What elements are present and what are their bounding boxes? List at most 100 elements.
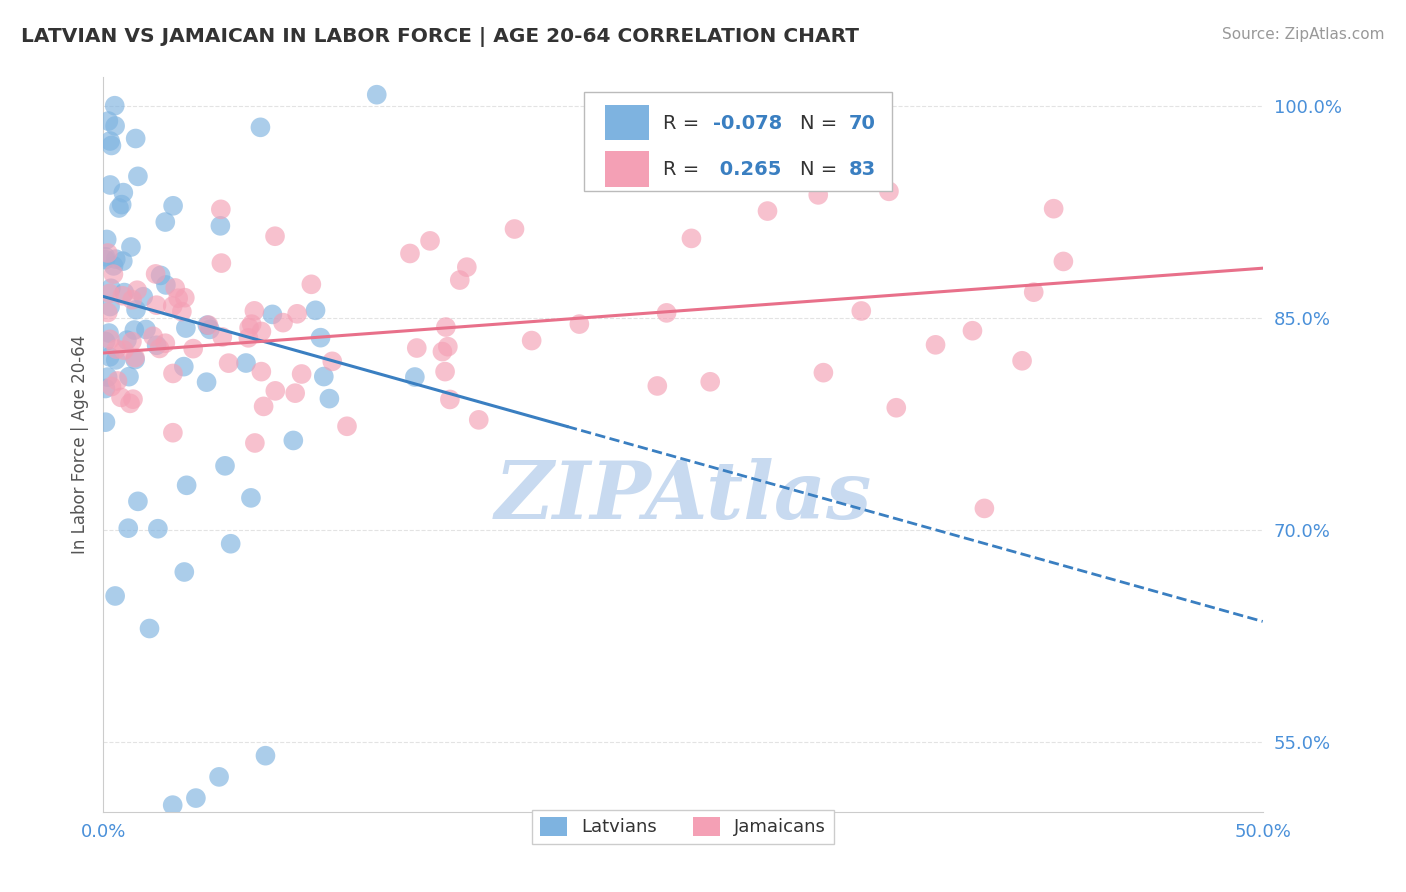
Point — [107, 374, 129, 388]
Point — [176, 478, 198, 492]
Point — [962, 324, 984, 338]
Point — [174, 321, 197, 335]
Point — [309, 331, 332, 345]
Point — [439, 392, 461, 407]
Point — [366, 87, 388, 102]
Point — [434, 365, 457, 379]
Point — [103, 259, 125, 273]
Point — [264, 229, 287, 244]
Point — [98, 134, 121, 148]
Point — [173, 291, 195, 305]
Point — [124, 351, 146, 365]
Point — [103, 267, 125, 281]
Point — [647, 379, 669, 393]
Point — [655, 306, 678, 320]
Point — [198, 322, 221, 336]
Point — [135, 322, 157, 336]
Text: R =: R = — [664, 161, 706, 179]
Point — [1052, 254, 1074, 268]
Point — [104, 98, 127, 112]
Point — [254, 748, 277, 763]
Point — [111, 254, 134, 268]
Point — [877, 184, 900, 198]
Point — [405, 341, 427, 355]
Text: R =: R = — [664, 113, 706, 133]
Point — [146, 522, 169, 536]
Text: N =: N = — [800, 113, 844, 133]
FancyBboxPatch shape — [585, 92, 891, 191]
Point — [681, 231, 703, 245]
Point — [124, 131, 146, 145]
Point — [756, 204, 779, 219]
Point — [243, 436, 266, 450]
Point — [209, 256, 232, 270]
Point — [148, 342, 170, 356]
Point — [249, 120, 271, 135]
Point — [162, 798, 184, 813]
Point — [98, 326, 121, 340]
Point — [449, 273, 471, 287]
Point — [434, 320, 457, 334]
Point — [98, 350, 121, 364]
Point — [1042, 202, 1064, 216]
Point — [98, 300, 121, 314]
Point — [122, 392, 145, 407]
Point — [94, 252, 117, 267]
Point — [94, 415, 117, 429]
Point — [283, 434, 305, 448]
Point — [125, 302, 148, 317]
Point — [520, 334, 543, 348]
Point — [112, 186, 135, 200]
Point — [304, 303, 326, 318]
Point — [432, 344, 454, 359]
Point — [98, 286, 121, 301]
Y-axis label: In Labor Force | Age 20-64: In Labor Force | Age 20-64 — [72, 335, 89, 555]
Point — [111, 197, 134, 211]
FancyBboxPatch shape — [605, 152, 650, 186]
Point — [145, 267, 167, 281]
Point — [127, 283, 149, 297]
Point — [100, 281, 122, 295]
Point — [209, 219, 232, 233]
Point — [132, 290, 155, 304]
Point — [284, 386, 307, 401]
Point — [138, 622, 160, 636]
Point — [124, 352, 146, 367]
Text: ZIPAtlas: ZIPAtlas — [495, 458, 872, 535]
Point — [155, 215, 177, 229]
Point — [209, 202, 232, 217]
Text: -0.078: -0.078 — [713, 113, 782, 133]
Point — [145, 338, 167, 352]
Point — [399, 246, 422, 260]
Point — [884, 401, 907, 415]
Point — [94, 250, 117, 264]
Point — [240, 317, 263, 331]
Point — [285, 307, 308, 321]
Text: 83: 83 — [849, 161, 876, 179]
Point — [243, 303, 266, 318]
Point — [120, 240, 142, 254]
Text: 0.265: 0.265 — [713, 161, 782, 179]
Point — [218, 356, 240, 370]
Point — [211, 330, 233, 344]
Point — [291, 367, 314, 381]
Point — [124, 323, 146, 337]
Point — [1022, 285, 1045, 300]
Text: Source: ZipAtlas.com: Source: ZipAtlas.com — [1222, 27, 1385, 42]
Point — [117, 521, 139, 535]
Point — [250, 325, 273, 339]
Text: 70: 70 — [849, 113, 876, 133]
Point — [104, 589, 127, 603]
Point — [149, 268, 172, 283]
Point — [165, 281, 187, 295]
Point — [299, 277, 322, 292]
Point — [503, 222, 526, 236]
Point — [321, 354, 343, 368]
Point — [104, 252, 127, 266]
Point — [155, 277, 177, 292]
Point — [115, 333, 138, 347]
Point — [167, 291, 190, 305]
Point — [173, 565, 195, 579]
Point — [127, 169, 149, 184]
Point — [235, 356, 257, 370]
